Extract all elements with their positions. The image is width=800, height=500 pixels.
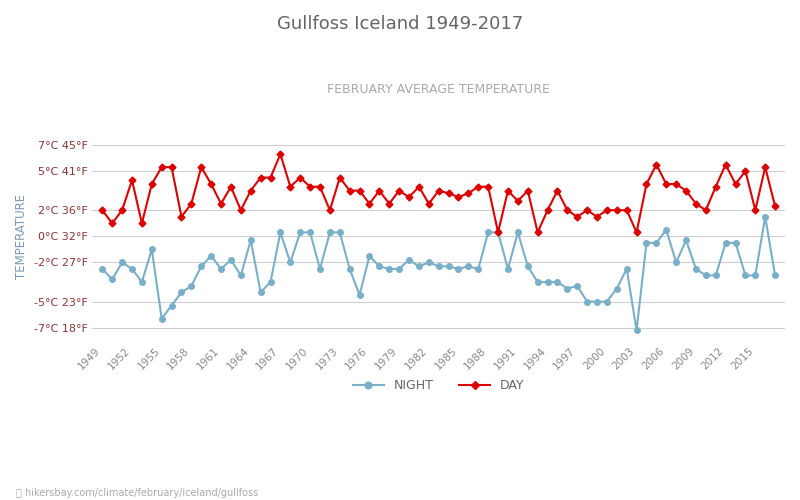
NIGHT (632, 328, 642, 334)
DAY (503, 188, 513, 194)
NIGHT (226, 257, 236, 263)
Line: DAY: DAY (100, 152, 778, 235)
DAY (147, 181, 157, 187)
DAY (206, 181, 216, 187)
Legend: NIGHT, DAY: NIGHT, DAY (348, 374, 530, 397)
NIGHT (750, 272, 760, 278)
NIGHT (761, 214, 770, 220)
Text: 📍 hikersbay.com/climate/february/iceland/gullfoss: 📍 hikersbay.com/climate/february/iceland… (16, 488, 258, 498)
NIGHT (770, 272, 780, 278)
DAY (98, 207, 107, 213)
NIGHT (98, 266, 107, 272)
NIGHT (206, 253, 216, 259)
Text: Gullfoss Iceland 1949-2017: Gullfoss Iceland 1949-2017 (277, 15, 523, 33)
DAY (761, 164, 770, 170)
Title: FEBRUARY AVERAGE TEMPERATURE: FEBRUARY AVERAGE TEMPERATURE (327, 83, 550, 96)
Line: NIGHT: NIGHT (99, 214, 778, 333)
NIGHT (147, 246, 157, 252)
DAY (226, 184, 236, 190)
Y-axis label: TEMPERATURE: TEMPERATURE (15, 194, 28, 279)
DAY (632, 230, 642, 235)
DAY (276, 151, 286, 157)
DAY (770, 204, 780, 210)
DAY (494, 230, 503, 235)
NIGHT (483, 230, 493, 235)
NIGHT (612, 286, 622, 292)
